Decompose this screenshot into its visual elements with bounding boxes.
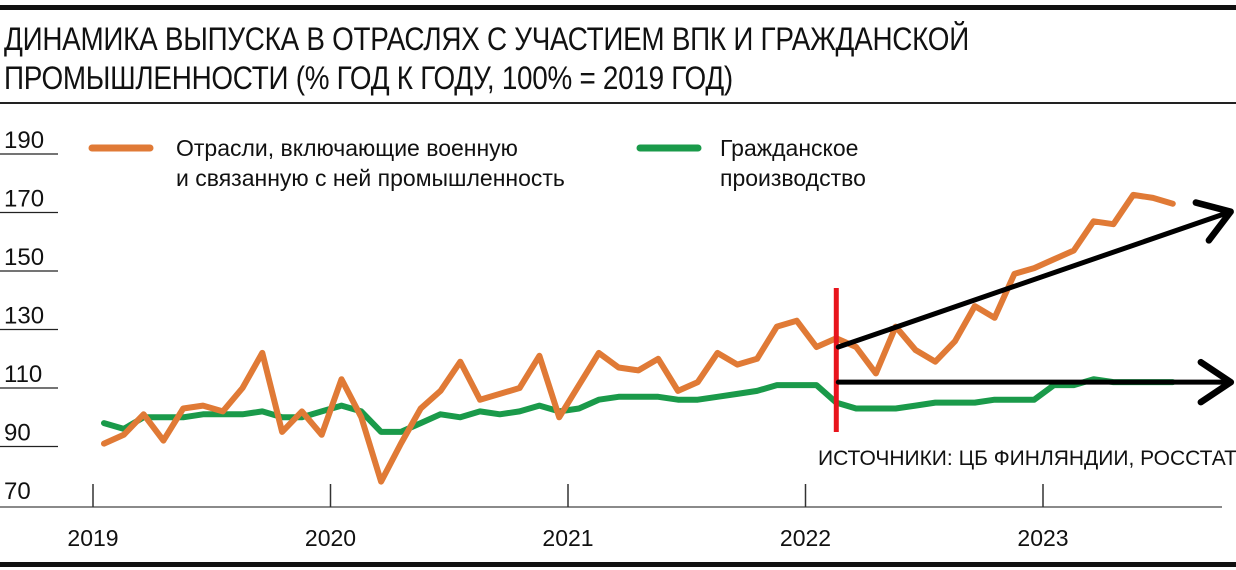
axes: 70 90 110 130 150 170 190 2019 2020 2021 2022 2023 (0, 127, 1222, 551)
legend-label-civil-line-2: производство (720, 165, 866, 191)
y-tick-label: 130 (4, 303, 44, 330)
chart-title-line-1: ДИНАМИКА ВЫПУСКА В ОТРАСЛЯХ С УЧАСТИЕМ В… (4, 21, 969, 57)
legend-label-civil-line-1: Гражданское (720, 135, 858, 161)
title-divider (0, 102, 1236, 104)
series-line-military (101, 191, 1176, 485)
x-tick-label: 2023 (1017, 525, 1068, 551)
legend-label-military-line-2: и связанную с ней промышленность (176, 165, 565, 191)
annotations (833, 199, 1235, 432)
x-tick-label: 2019 (67, 525, 118, 551)
x-tick-label: 2022 (780, 525, 831, 551)
x-tick-label: 2021 (542, 525, 593, 551)
series (101, 191, 1176, 485)
x-tick-label: 2020 (305, 525, 356, 551)
chart-title: ДИНАМИКА ВЫПУСКА В ОТРАСЛЯХ С УЧАСТИЕМ В… (4, 20, 1065, 98)
y-tick-label: 170 (4, 186, 44, 213)
source-note: ИСТОЧНИКИ: ЦБ ФИНЛЯНДИИ, РОССТАТ. (818, 447, 1236, 470)
trend-arrow-military (835, 199, 1234, 350)
legend: Отрасли, включающие военную и связанную … (88, 135, 866, 191)
y-tick-label: 70 (4, 478, 31, 505)
y-tick-label: 110 (4, 361, 42, 388)
bottom-rule (0, 562, 1236, 567)
series-line-civil (101, 376, 1176, 435)
top-rule (0, 5, 1236, 10)
y-tick-label: 90 (4, 420, 31, 447)
y-tick-label: 190 (4, 127, 44, 154)
legend-label-military-line-1: Отрасли, включающие военную (176, 135, 518, 161)
chart-title-line-2: ПРОМЫШЛЕННОСТИ (% ГОД К ГОДУ, 100% = 201… (4, 60, 733, 96)
y-tick-label: 150 (4, 244, 44, 271)
